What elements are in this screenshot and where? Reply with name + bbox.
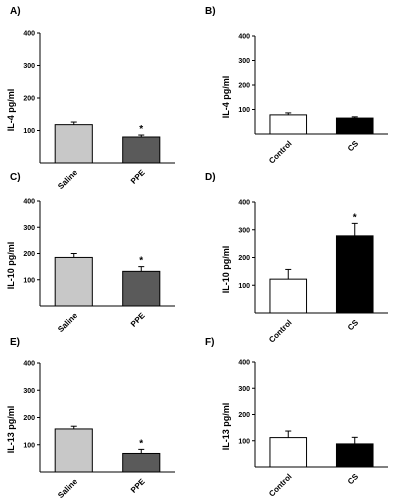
y-axis-label: IL-4 pg/ml — [6, 89, 16, 132]
y-tick-label: 300 — [238, 227, 250, 234]
x-category-label: Saline — [56, 168, 79, 191]
bar-cs — [335, 443, 374, 468]
x-category-label: Saline — [56, 311, 79, 334]
x-category-label: PPE — [129, 311, 147, 329]
y-tick-label: 200 — [238, 255, 250, 262]
panel-label: F) — [205, 337, 214, 348]
bar-saline — [54, 256, 93, 307]
panel-label: D) — [205, 172, 216, 183]
y-tick-label: 100 — [238, 107, 250, 114]
chart-panel-1: A) IL-4 pg/ml 100 200 300 400 Saline * PPE — [6, 6, 175, 191]
y-tick-label: 100 — [23, 442, 35, 449]
y-axis-label: IL-4 pg/ml — [221, 76, 231, 119]
chart-panel-2: B) IL-4 pg/ml 100 200 300 400 Control CS — [205, 6, 388, 166]
y-tick-label: 400 — [23, 31, 35, 38]
x-category-label: CS — [346, 318, 361, 333]
y-axis-label: IL-13 pg/ml — [6, 406, 16, 454]
y-tick-label: 200 — [238, 412, 250, 419]
y-axis-label: IL-10 pg/ml — [221, 246, 231, 294]
x-category-label: Control — [267, 318, 293, 344]
bar-cs — [335, 117, 374, 135]
x-category-label: Control — [267, 472, 293, 498]
significance-marker: * — [139, 124, 143, 135]
y-tick-label: 200 — [23, 415, 35, 422]
significance-marker: * — [353, 212, 357, 223]
panel-label: E) — [10, 337, 20, 348]
y-tick-label: 100 — [23, 128, 35, 135]
significance-marker: * — [139, 438, 143, 449]
x-category-label: Control — [267, 139, 293, 165]
y-tick-label: 400 — [23, 199, 35, 206]
panel-label: B) — [205, 6, 216, 17]
y-axis-label: IL-13 pg/ml — [221, 403, 231, 451]
y-tick-label: 400 — [238, 360, 250, 367]
y-tick-label: 300 — [23, 225, 35, 232]
y-tick-label: 100 — [23, 277, 35, 284]
x-category-label: PPE — [129, 477, 147, 495]
bar-control — [269, 114, 308, 135]
y-tick-label: 400 — [23, 361, 35, 368]
x-category-label: PPE — [129, 168, 147, 186]
significance-marker: * — [139, 256, 143, 267]
bar-control — [269, 278, 308, 314]
chart-panel-3: C) IL-10 pg/ml 100 200 300 400 Saline * PPE — [6, 172, 175, 334]
panel-label: A) — [10, 6, 21, 17]
y-tick-label: 300 — [238, 58, 250, 65]
bar-saline — [54, 124, 93, 164]
y-tick-label: 200 — [238, 83, 250, 90]
x-category-label: Saline — [56, 477, 79, 500]
chart-panel-6: F) IL-13 pg/ml 100 200 300 400 Control CS — [205, 337, 388, 499]
bar-control — [269, 437, 308, 468]
chart-panel-5: E) IL-13 pg/ml 100 200 300 400 Saline * PPE — [6, 337, 175, 500]
bar-ppe — [122, 136, 161, 164]
y-tick-label: 200 — [23, 96, 35, 103]
chart-panel-4: D) IL-10 pg/ml 100 200 300 400 Control * CS — [205, 172, 388, 345]
y-tick-label: 400 — [238, 200, 250, 207]
x-category-label: CS — [346, 139, 361, 154]
bar-cs — [335, 235, 374, 314]
panel-label: C) — [10, 172, 21, 183]
y-tick-label: 100 — [238, 283, 250, 290]
x-category-label: CS — [346, 472, 361, 487]
y-tick-label: 300 — [238, 386, 250, 393]
bar-saline — [54, 428, 93, 473]
y-tick-label: 300 — [23, 388, 35, 395]
bar-ppe — [122, 270, 161, 307]
bar-ppe — [122, 452, 161, 473]
y-tick-label: 100 — [238, 438, 250, 445]
y-axis-label: IL-10 pg/ml — [6, 242, 16, 290]
y-tick-label: 300 — [23, 63, 35, 70]
y-tick-label: 200 — [23, 251, 35, 258]
y-tick-label: 400 — [238, 34, 250, 41]
